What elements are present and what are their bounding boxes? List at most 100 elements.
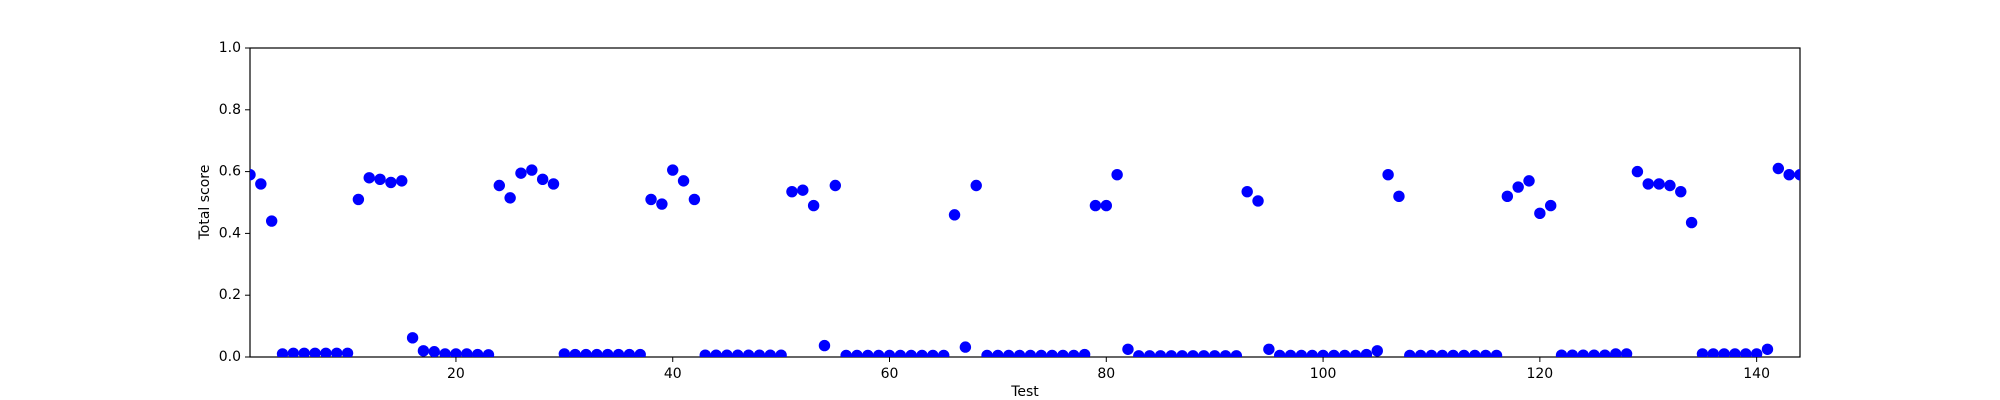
point: [1035, 349, 1047, 357]
point: [1512, 181, 1524, 193]
point: [1544, 199, 1557, 212]
point: [1642, 178, 1654, 190]
point: [298, 347, 310, 357]
x-tick-label: 100: [1310, 366, 1337, 382]
point: [1349, 349, 1362, 357]
point: [710, 349, 722, 357]
point: [1490, 349, 1503, 357]
point: [872, 349, 885, 357]
point: [526, 164, 538, 176]
point: [1794, 168, 1800, 181]
point: [1295, 349, 1308, 357]
point: [1436, 349, 1449, 357]
point: [1165, 350, 1178, 357]
y-tick-label: 0.6: [219, 164, 241, 180]
point: [1740, 348, 1752, 357]
point: [331, 347, 343, 357]
point: [363, 172, 375, 184]
y-tick-label: 0.2: [219, 287, 241, 303]
point: [1707, 348, 1719, 357]
point: [591, 348, 603, 357]
point: [883, 349, 896, 357]
point: [753, 349, 766, 357]
point: [1653, 178, 1665, 190]
x-tick-label: 40: [664, 366, 682, 382]
point: [688, 193, 701, 206]
point: [699, 349, 711, 357]
point: [276, 348, 289, 357]
point: [1208, 350, 1221, 357]
point: [255, 178, 267, 190]
point: [1479, 349, 1492, 357]
point: [1284, 349, 1297, 357]
y-tick-label: 1.0: [219, 40, 241, 56]
point: [1718, 348, 1730, 357]
point: [1685, 216, 1698, 229]
point: [1263, 343, 1275, 355]
point: [1274, 349, 1286, 357]
points: [250, 162, 1800, 357]
point: [1089, 199, 1102, 212]
point: [721, 349, 733, 357]
point: [1664, 179, 1676, 192]
point: [1458, 349, 1470, 357]
point: [959, 341, 972, 353]
point: [851, 349, 863, 357]
point: [406, 332, 419, 344]
point: [732, 349, 744, 357]
point: [970, 179, 982, 192]
point: [623, 348, 636, 357]
point: [807, 199, 820, 212]
point: [938, 349, 950, 357]
point: [894, 349, 907, 357]
point: [1360, 348, 1373, 357]
point: [1404, 349, 1416, 357]
point: [1414, 349, 1427, 357]
point: [981, 349, 993, 357]
point: [1696, 348, 1709, 357]
point: [764, 349, 776, 357]
point: [786, 185, 798, 198]
point: [1154, 350, 1167, 357]
x-tick-label: 20: [447, 366, 465, 382]
point: [1555, 349, 1568, 357]
point: [677, 175, 690, 187]
point: [1761, 343, 1774, 355]
point: [1230, 350, 1243, 357]
point: [1306, 349, 1318, 357]
point: [667, 164, 679, 176]
point: [558, 348, 571, 357]
point: [450, 348, 462, 357]
point: [1534, 207, 1546, 220]
point: [569, 348, 581, 357]
point: [1447, 349, 1459, 357]
point: [1252, 195, 1264, 207]
x-tick-label: 120: [1526, 366, 1553, 382]
point: [1729, 348, 1741, 357]
point: [775, 349, 787, 357]
point: [1241, 185, 1253, 198]
point: [461, 348, 473, 357]
point: [1371, 345, 1383, 357]
y-tick-label: 0.4: [219, 225, 241, 241]
point: [1046, 349, 1058, 357]
point: [1599, 349, 1611, 357]
point: [504, 192, 516, 204]
point: [515, 167, 527, 179]
point: [634, 348, 646, 357]
point: [1382, 168, 1394, 181]
point: [916, 349, 928, 357]
point: [1425, 349, 1438, 357]
point: [547, 178, 560, 190]
y-axis-label: Total score: [197, 165, 213, 241]
plot-frame: [249, 47, 1801, 358]
x-tick-label: 60: [881, 366, 899, 382]
point: [471, 348, 484, 357]
point: [396, 175, 408, 187]
point: [1772, 162, 1785, 175]
point: [1198, 350, 1210, 357]
point: [612, 348, 625, 357]
point: [341, 347, 354, 357]
point: [742, 349, 755, 357]
point: [352, 193, 365, 206]
